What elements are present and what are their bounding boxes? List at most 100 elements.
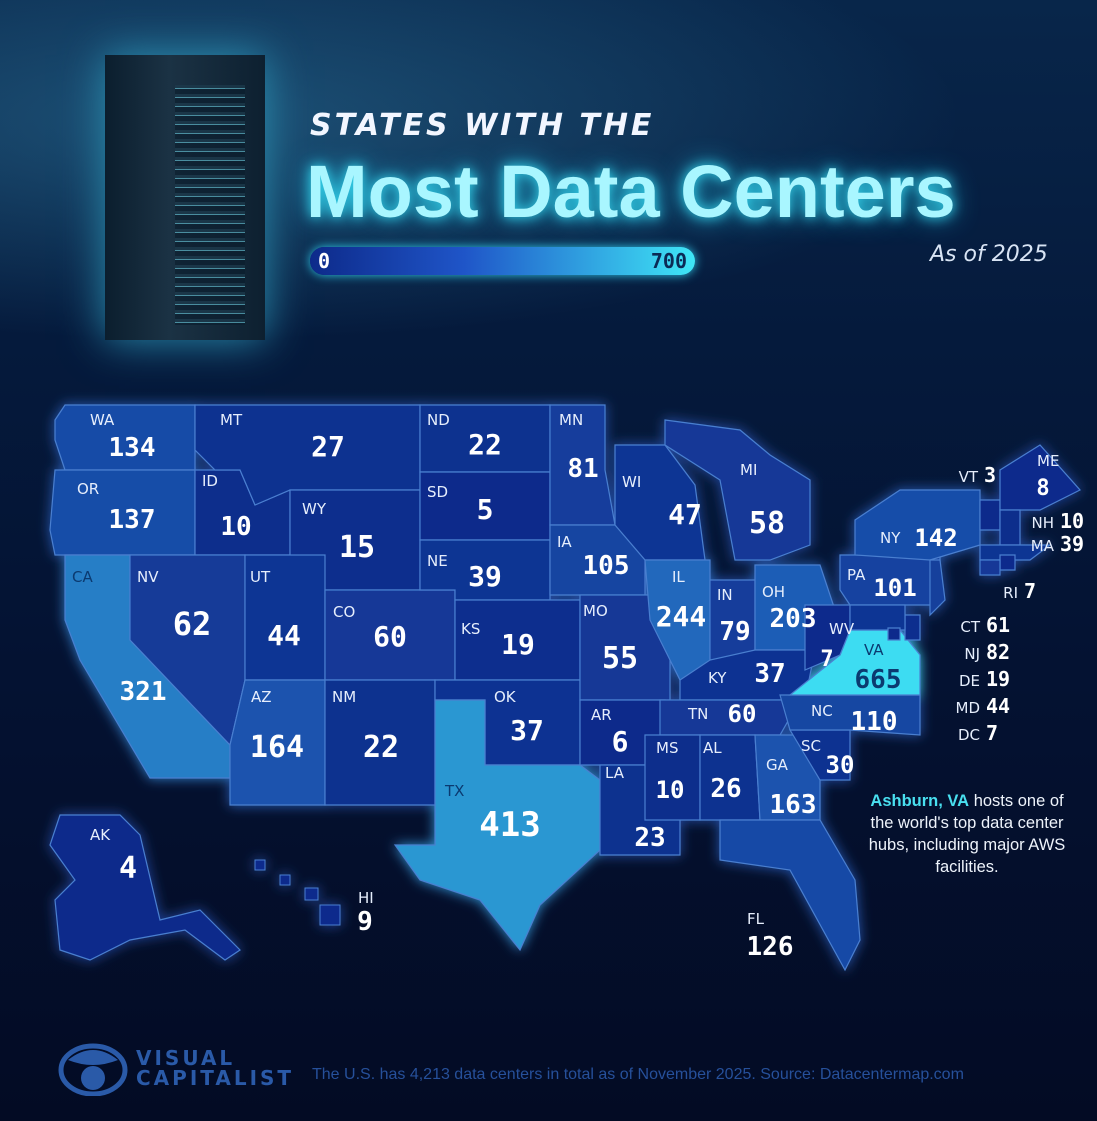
state-abbr: MD <box>956 699 981 717</box>
state-me <box>999 444 1081 511</box>
color-legend: 0 700 <box>310 247 695 275</box>
state-ak <box>49 814 241 961</box>
state-value: 137 <box>109 505 156 535</box>
state-abbr: ND <box>427 411 450 429</box>
state-abbr: NM <box>332 688 356 706</box>
state-tx <box>393 699 601 952</box>
state-value: 58 <box>749 506 785 541</box>
state-value: 126 <box>747 932 794 962</box>
server-rack-image <box>105 55 265 340</box>
state-abbr: OK <box>494 688 517 706</box>
state-de <box>904 614 921 641</box>
state-abbr: GA <box>766 756 789 774</box>
state-value: 79 <box>719 617 750 647</box>
state-value: 321 <box>120 677 167 707</box>
state-abbr: TN <box>687 705 708 723</box>
state-ct <box>979 559 1001 576</box>
state-value: 39 <box>1060 532 1084 556</box>
ashburn-annotation: Ashburn, VA hosts one of the world's top… <box>862 790 1072 878</box>
state-abbr: NH <box>1032 514 1055 532</box>
state-abbr: NJ <box>964 645 980 663</box>
state-nj <box>929 559 946 617</box>
state-value: 101 <box>873 574 916 602</box>
state-abbr: MA <box>1031 537 1055 555</box>
state-value: 3 <box>984 463 996 487</box>
state-value: 47 <box>668 498 702 531</box>
state-hi <box>254 859 266 871</box>
state-hi <box>304 887 319 901</box>
state-abbr: AZ <box>251 688 272 706</box>
state-value: 665 <box>855 665 902 695</box>
state-abbr: NC <box>811 702 833 720</box>
state-abbr: AR <box>591 706 612 724</box>
state-fl <box>719 819 861 972</box>
state-value: 10 <box>220 512 251 542</box>
state-abbr: WV <box>829 620 855 638</box>
state-value: 244 <box>656 600 707 633</box>
state-ga <box>754 734 821 821</box>
state-value: 105 <box>583 551 630 581</box>
state-vt <box>979 499 1001 531</box>
state-value: 110 <box>851 707 898 737</box>
state-ma <box>979 544 1052 561</box>
state-abbr: WY <box>302 500 327 518</box>
state-md <box>849 604 906 631</box>
state-value: 82 <box>986 640 1010 664</box>
logo-icon <box>58 1043 128 1096</box>
state-value: 23 <box>634 823 665 853</box>
state-ri <box>999 554 1016 571</box>
state-value: 62 <box>173 605 212 643</box>
state-abbr: AK <box>90 826 111 844</box>
state-abbr: WA <box>90 411 115 429</box>
logo-line2: CAPITALIST <box>136 1066 295 1090</box>
state-abbr: NV <box>137 568 159 586</box>
annotation-highlight: Ashburn, VA <box>870 792 970 810</box>
state-value: 9 <box>357 907 373 937</box>
logo-line1: VISUAL <box>136 1046 236 1070</box>
state-abbr: ME <box>1037 452 1059 470</box>
state-abbr: NE <box>427 552 448 570</box>
state-value: 22 <box>468 428 502 461</box>
as-of-label: As of 2025 <box>930 242 1048 267</box>
state-value: 37 <box>754 659 785 689</box>
state-abbr: UT <box>250 568 271 586</box>
state-abbr: VA <box>864 641 884 659</box>
state-value: 10 <box>1060 509 1084 533</box>
state-value: 7 <box>1024 579 1036 603</box>
legend-min: 0 <box>318 249 331 273</box>
subtitle: STATES WITH THE <box>310 108 655 143</box>
state-abbr: NY <box>880 529 901 547</box>
state-abbr: MS <box>656 739 678 757</box>
state-value: 5 <box>477 493 494 526</box>
page-title: Most Data Centers <box>306 150 956 233</box>
state-abbr: DE <box>959 672 980 690</box>
state-abbr: WI <box>622 473 641 491</box>
state-value: 203 <box>770 604 817 634</box>
state-value: 37 <box>510 714 544 747</box>
state-value: 60 <box>373 620 407 653</box>
state-value: 164 <box>250 730 304 765</box>
state-value: 19 <box>986 667 1010 691</box>
state-az <box>229 679 326 806</box>
state-value: 142 <box>914 524 957 552</box>
state-abbr: MI <box>740 461 757 479</box>
state-mo <box>579 594 671 701</box>
state-value: 55 <box>602 641 638 676</box>
state-mi <box>664 419 811 561</box>
state-hi <box>279 874 291 886</box>
state-abbr: AL <box>703 739 722 757</box>
state-value: 8 <box>1036 476 1049 501</box>
annotation-text: hosts one of the world's top data center… <box>868 792 1066 876</box>
state-abbr: CO <box>333 603 355 621</box>
state-abbr: IN <box>717 586 733 604</box>
state-value: 22 <box>363 730 399 765</box>
state-value: 26 <box>710 774 741 804</box>
state-abbr: HI <box>358 889 374 907</box>
state-value: 134 <box>109 433 156 463</box>
state-abbr: TX <box>444 782 464 800</box>
state-value: 4 <box>119 851 137 886</box>
state-abbr: MN <box>559 411 583 429</box>
state-abbr: LA <box>605 764 625 782</box>
state-abbr: KS <box>461 620 480 638</box>
state-value: 19 <box>501 628 535 661</box>
